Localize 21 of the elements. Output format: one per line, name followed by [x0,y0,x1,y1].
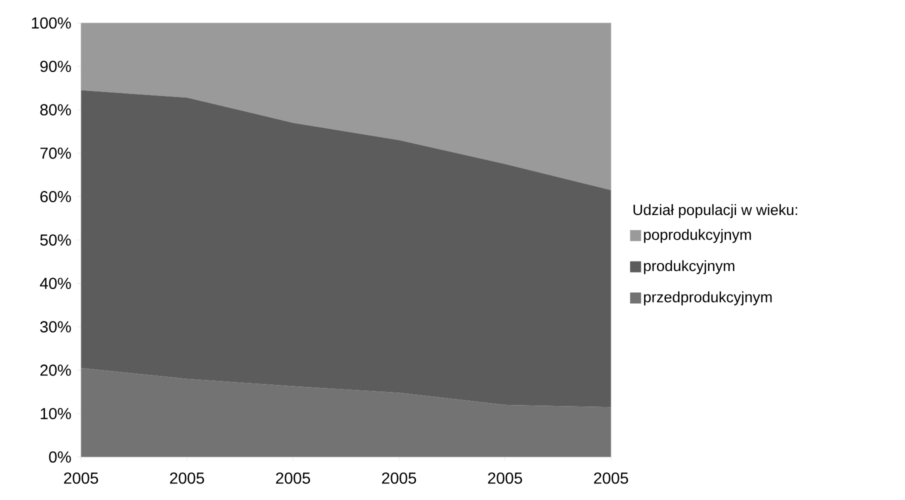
y-tick-label: 100% [32,17,71,29]
x-tick-label: 2005 [64,472,98,484]
y-tick-label: 20% [40,364,71,376]
y-tick-label: 0% [49,451,71,463]
x-tick-label: 2005 [488,472,522,484]
y-tick-label: 50% [40,234,71,246]
y-tick-label: 30% [40,321,71,332]
y-tick-label: 90% [40,60,71,72]
x-tick-label: 2005 [594,472,628,484]
x-tick-label: 2005 [170,472,204,484]
x-tick-label: 2005 [382,472,416,484]
y-tick-label: 70% [40,148,71,159]
y-tick-label: 60% [40,190,71,202]
legend-label: poprodukcyjnym [644,228,751,243]
legend-label: produkcyjnym [644,260,734,274]
y-tick-label: 10% [40,408,71,420]
x-tick-label: 2005 [276,472,310,484]
legend-label: przedprodukcyjnym [644,291,772,306]
y-tick-label: 80% [40,104,71,116]
y-tick-label: 40% [40,278,71,290]
legend-title: Udział populacji w wieku: [634,204,798,218]
